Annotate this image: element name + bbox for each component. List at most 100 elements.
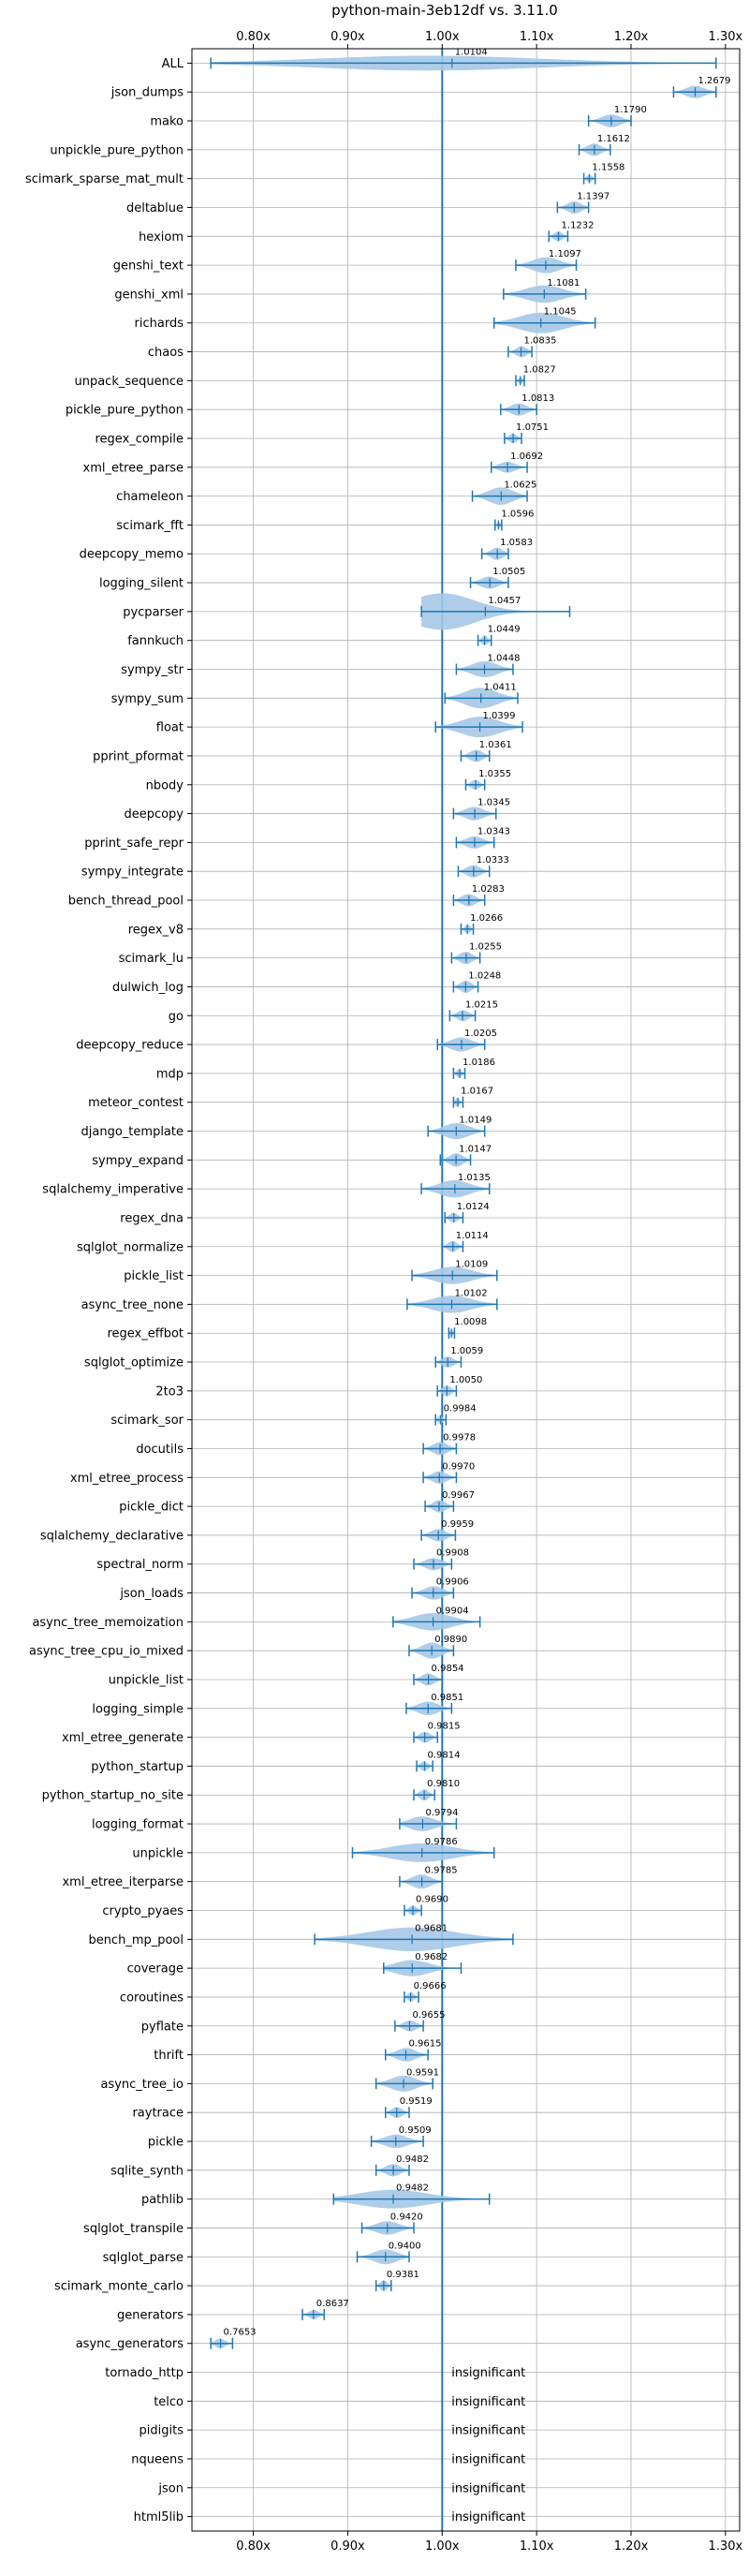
benchmark-label: raytrace: [132, 2107, 184, 2121]
insignificant-label: insignificant: [451, 2366, 525, 2380]
benchmark-label: sqlglot_parse: [103, 2251, 184, 2265]
value-label: 1.1612: [597, 134, 630, 144]
violins: 1.0104 1.2679 1.1790 1.1612 1.1558 1.1397 1.12…: [210, 47, 730, 2531]
value-label: 1.0098: [454, 1317, 487, 1327]
x-tick-label-bottom: 1.00x: [425, 2539, 460, 2554]
value-label: 1.0205: [464, 1029, 497, 1039]
value-label: 1.0255: [469, 942, 502, 953]
benchmark-label: regex_effbot: [107, 1327, 184, 1341]
benchmark-label: sympy_str: [121, 663, 184, 677]
benchmark-label: pprint_safe_repr: [84, 836, 184, 851]
value-label: 1.2679: [698, 76, 730, 86]
benchmark-label: async_tree_none: [81, 1298, 184, 1312]
value-label: 0.9400: [389, 2241, 421, 2251]
benchmark-label: generators: [117, 2308, 184, 2322]
value-label: 0.9908: [436, 1548, 469, 1559]
benchmark-label: regex_compile: [95, 432, 184, 446]
benchmark-label: xml_etree_generate: [62, 1731, 184, 1745]
value-label: 1.1045: [544, 307, 577, 318]
value-label: 0.9814: [428, 1750, 461, 1760]
x-tick-label-bottom: 1.10x: [520, 2539, 554, 2554]
value-label: 0.9959: [441, 1519, 474, 1530]
benchmark-label: hexiom: [139, 230, 184, 244]
value-label: 0.9690: [416, 1895, 448, 1905]
benchmark-label: scimark_fft: [116, 519, 184, 533]
benchmark-label: unpickle: [132, 1846, 184, 1860]
value-label: 0.9381: [387, 2270, 419, 2280]
benchmark-label: 2to3: [155, 1384, 184, 1399]
benchmark-label: regex_v8: [128, 923, 184, 937]
benchmark-label: fannkuch: [127, 634, 184, 648]
benchmark-label: regex_dna: [120, 1211, 184, 1225]
benchmark-label: coroutines: [120, 1991, 184, 2005]
value-label: 0.9591: [406, 2067, 439, 2078]
value-label: 0.9810: [427, 1779, 460, 1789]
value-label: 1.0248: [468, 970, 501, 981]
axis-ticks: 0.80x 0.80x 0.90x 0.90x 1.00x 1.00x 1.10x 1.10x…: [187, 30, 742, 2554]
benchmark-label: pyflate: [141, 2020, 184, 2034]
benchmark-label: go: [169, 1010, 184, 1024]
grid-lines: [192, 49, 740, 2531]
benchmark-label: json_dumps: [110, 86, 184, 100]
value-label: 1.0215: [465, 999, 498, 1010]
benchmark-label: float: [156, 721, 184, 735]
value-label: 0.9519: [400, 2096, 433, 2107]
plot-frame: [191, 48, 741, 2532]
benchmark-label: tornado_http: [105, 2366, 184, 2380]
value-label: 1.0449: [488, 625, 521, 635]
benchmark-label: ALL: [162, 57, 184, 71]
value-label: 1.0147: [459, 1144, 492, 1154]
value-label: 0.9890: [434, 1635, 467, 1645]
value-label: 0.9482: [396, 2184, 429, 2194]
x-tick-label-top: 1.10x: [520, 30, 554, 44]
value-label: 1.0345: [477, 798, 510, 808]
value-label: 1.0361: [479, 740, 512, 750]
value-label: 1.0827: [523, 364, 556, 375]
value-label: 0.9815: [428, 1722, 461, 1732]
benchmark-label: async_tree_memoization: [32, 1616, 184, 1630]
benchmark-label: coverage: [127, 1962, 184, 1976]
value-label: 0.9984: [444, 1404, 477, 1414]
benchmark-label: mako: [150, 115, 184, 129]
x-tick-label-top: 1.00x: [425, 30, 460, 44]
value-label: 1.1790: [614, 105, 647, 115]
benchmark-label: scimark_sor: [110, 1414, 184, 1428]
value-label: 1.1081: [547, 278, 580, 289]
benchmark-label: thrift: [154, 2049, 184, 2063]
benchmark-label: spectral_norm: [96, 1558, 184, 1572]
benchmark-label: meteor_contest: [88, 1096, 184, 1110]
benchmark-label: dulwich_log: [112, 981, 184, 995]
x-tick-label-bottom: 1.30x: [709, 2539, 743, 2554]
benchmark-label: genshi_xml: [114, 288, 184, 302]
benchmark-label: sqlglot_normalize: [77, 1240, 184, 1254]
benchmark-label: pickle_list: [124, 1269, 184, 1283]
benchmark-label: scimark_monte_carlo: [54, 2280, 184, 2294]
value-label: 1.0457: [488, 596, 521, 606]
benchmark-label: sqlalchemy_declarative: [40, 1529, 184, 1543]
benchmark-label: sqlglot_optimize: [84, 1356, 184, 1370]
insignificant-label: insignificant: [451, 2510, 525, 2524]
value-label: 1.0266: [470, 913, 503, 924]
benchmark-label: deepcopy: [124, 807, 184, 822]
value-label: 0.9682: [415, 1952, 448, 1962]
benchmark-label: xml_etree_process: [70, 1472, 184, 1486]
benchmark-label: sympy_expand: [92, 1154, 184, 1168]
value-label: 1.0135: [458, 1173, 491, 1183]
value-label: 0.9854: [432, 1664, 464, 1674]
x-tick-label-bottom: 0.80x: [236, 2539, 271, 2554]
value-label: 0.9785: [425, 1866, 458, 1876]
x-tick-label-bottom: 0.90x: [330, 2539, 365, 2554]
chart-title: python-main-3eb12df vs. 3.11.0: [331, 2, 558, 19]
benchmark-label: pickle_dict: [119, 1501, 184, 1515]
x-tick-label-top: 0.80x: [236, 30, 271, 44]
benchmark-label: bench_mp_pool: [88, 1933, 184, 1947]
benchmark-label: pickle: [148, 2136, 184, 2150]
benchmark-label: pycparser: [123, 605, 184, 619]
x-tick-label-bottom: 1.20x: [614, 2539, 649, 2554]
benchmark-label: bench_thread_pool: [68, 895, 184, 909]
value-label: 0.9681: [415, 1923, 448, 1933]
benchmark-label: genshi_text: [113, 259, 184, 274]
benchmark-label: async_tree_cpu_io_mixed: [29, 1645, 184, 1659]
